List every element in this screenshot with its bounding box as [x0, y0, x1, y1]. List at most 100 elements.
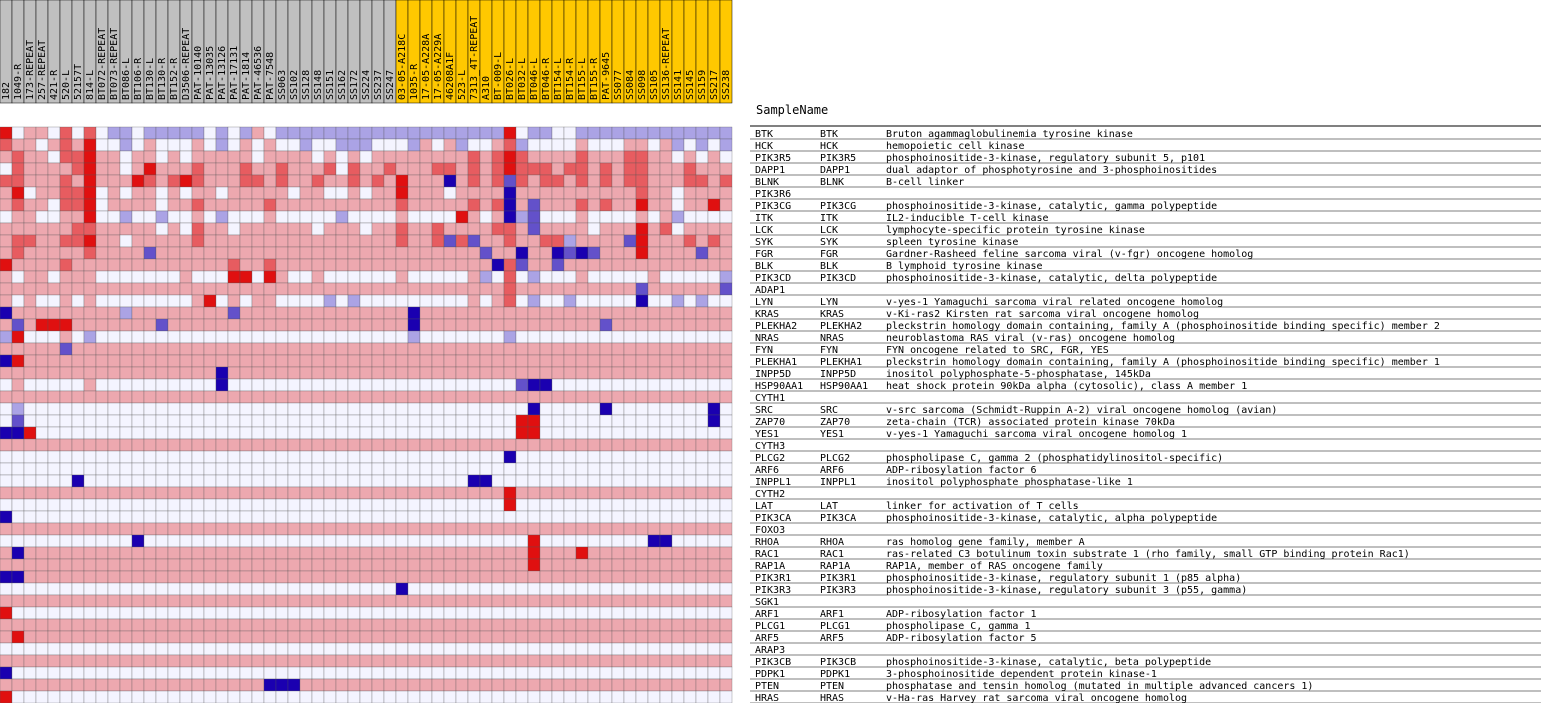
row-gene-id: PLCG2 [820, 453, 850, 464]
heatmap-cell [299, 606, 313, 620]
heatmap-cell [563, 474, 577, 488]
heatmap-cell [203, 282, 217, 296]
heatmap-cell [671, 498, 685, 512]
heatmap-cell [719, 126, 733, 140]
heatmap-cell [539, 366, 553, 380]
heatmap-cell [287, 582, 301, 596]
heatmap-cell [539, 546, 553, 560]
heatmap-cell [275, 606, 289, 620]
row-gene-description: ras homolog gene family, member A [886, 537, 1085, 548]
heatmap-cell [719, 654, 733, 668]
heatmap-cell [707, 366, 721, 380]
heatmap-cell [527, 462, 541, 476]
heatmap-cell [599, 330, 613, 344]
heatmap-cell [635, 150, 649, 164]
heatmap-cell [611, 582, 625, 596]
heatmap-cell [383, 186, 397, 200]
heatmap-cell [707, 258, 721, 272]
heatmap-cell [707, 174, 721, 188]
row-gene-id: YES1 [820, 429, 844, 440]
heatmap-cell [239, 294, 253, 308]
heatmap-cell [503, 534, 517, 548]
heatmap-cell [539, 282, 553, 296]
heatmap-cell [203, 378, 217, 392]
heatmap-cell [563, 330, 577, 344]
row-gene-description: v-src sarcoma (Schmidt-Ruppin A-2) viral… [886, 405, 1277, 416]
heatmap-cell [575, 690, 589, 704]
row-gene-symbol: BLNK [755, 177, 779, 188]
heatmap-cell [611, 402, 625, 416]
heatmap-cell [239, 186, 253, 200]
heatmap-cell [167, 366, 181, 380]
heatmap-cell [551, 162, 565, 176]
heatmap-cell [467, 474, 481, 488]
heatmap-cell [167, 306, 181, 320]
heatmap-cell [143, 390, 157, 404]
heatmap-cell [215, 378, 229, 392]
heatmap-cell [347, 342, 361, 356]
heatmap-cell [527, 414, 541, 428]
heatmap-cell [503, 522, 517, 536]
heatmap-cell [155, 138, 169, 152]
heatmap-cell [371, 162, 385, 176]
heatmap-cell [539, 654, 553, 668]
heatmap-cell [431, 294, 445, 308]
heatmap-cell [83, 294, 97, 308]
heatmap-cell [263, 486, 277, 500]
heatmap-cell [467, 486, 481, 500]
heatmap-cell [419, 198, 433, 212]
heatmap-cell [299, 558, 313, 572]
heatmap-cell [551, 138, 565, 152]
heatmap-cell [275, 246, 289, 260]
heatmap-cell [395, 438, 409, 452]
heatmap-cell [395, 294, 409, 308]
heatmap-cell [119, 234, 133, 248]
heatmap-cell [407, 234, 421, 248]
heatmap-cell [131, 642, 145, 656]
column-label: 173-REPEAT [25, 40, 36, 100]
column-label: SS084 [625, 70, 636, 100]
heatmap-cell [659, 246, 673, 260]
heatmap-cell [467, 282, 481, 296]
heatmap-cell [599, 150, 613, 164]
heatmap-cell [155, 162, 169, 176]
heatmap-cell [239, 690, 253, 704]
heatmap-cell [47, 306, 61, 320]
heatmap-cell [479, 606, 493, 620]
heatmap-cell [71, 126, 85, 140]
heatmap-cell [671, 306, 685, 320]
heatmap-cell [479, 486, 493, 500]
heatmap-cell [479, 414, 493, 428]
heatmap-cell [11, 174, 25, 188]
heatmap-cell [395, 510, 409, 524]
heatmap-cell [107, 582, 121, 596]
heatmap-cell [479, 474, 493, 488]
heatmap-cell [275, 678, 289, 692]
heatmap-cell [647, 234, 661, 248]
heatmap-cell [695, 522, 709, 536]
heatmap-cell [671, 426, 685, 440]
heatmap-cell [515, 198, 529, 212]
heatmap-cell [83, 258, 97, 272]
heatmap-cell [83, 546, 97, 560]
heatmap-cell [275, 498, 289, 512]
heatmap-cell [443, 222, 457, 236]
heatmap-cell [191, 678, 205, 692]
heatmap-cell [647, 330, 661, 344]
row-gene-description: hemopoietic cell kinase [886, 141, 1024, 152]
heatmap-cell [155, 642, 169, 656]
row-gene-symbol: ITK [755, 213, 773, 224]
heatmap-cell [647, 390, 661, 404]
heatmap-cell [455, 606, 469, 620]
heatmap-cell [323, 558, 337, 572]
heatmap-cell [707, 270, 721, 284]
heatmap-cell [431, 450, 445, 464]
heatmap-cell [95, 462, 109, 476]
heatmap-cell [647, 426, 661, 440]
heatmap-cell [647, 174, 661, 188]
heatmap-cell [671, 186, 685, 200]
heatmap-cell [239, 306, 253, 320]
heatmap-cell [683, 270, 697, 284]
heatmap-cell [335, 294, 349, 308]
heatmap-cell [263, 330, 277, 344]
